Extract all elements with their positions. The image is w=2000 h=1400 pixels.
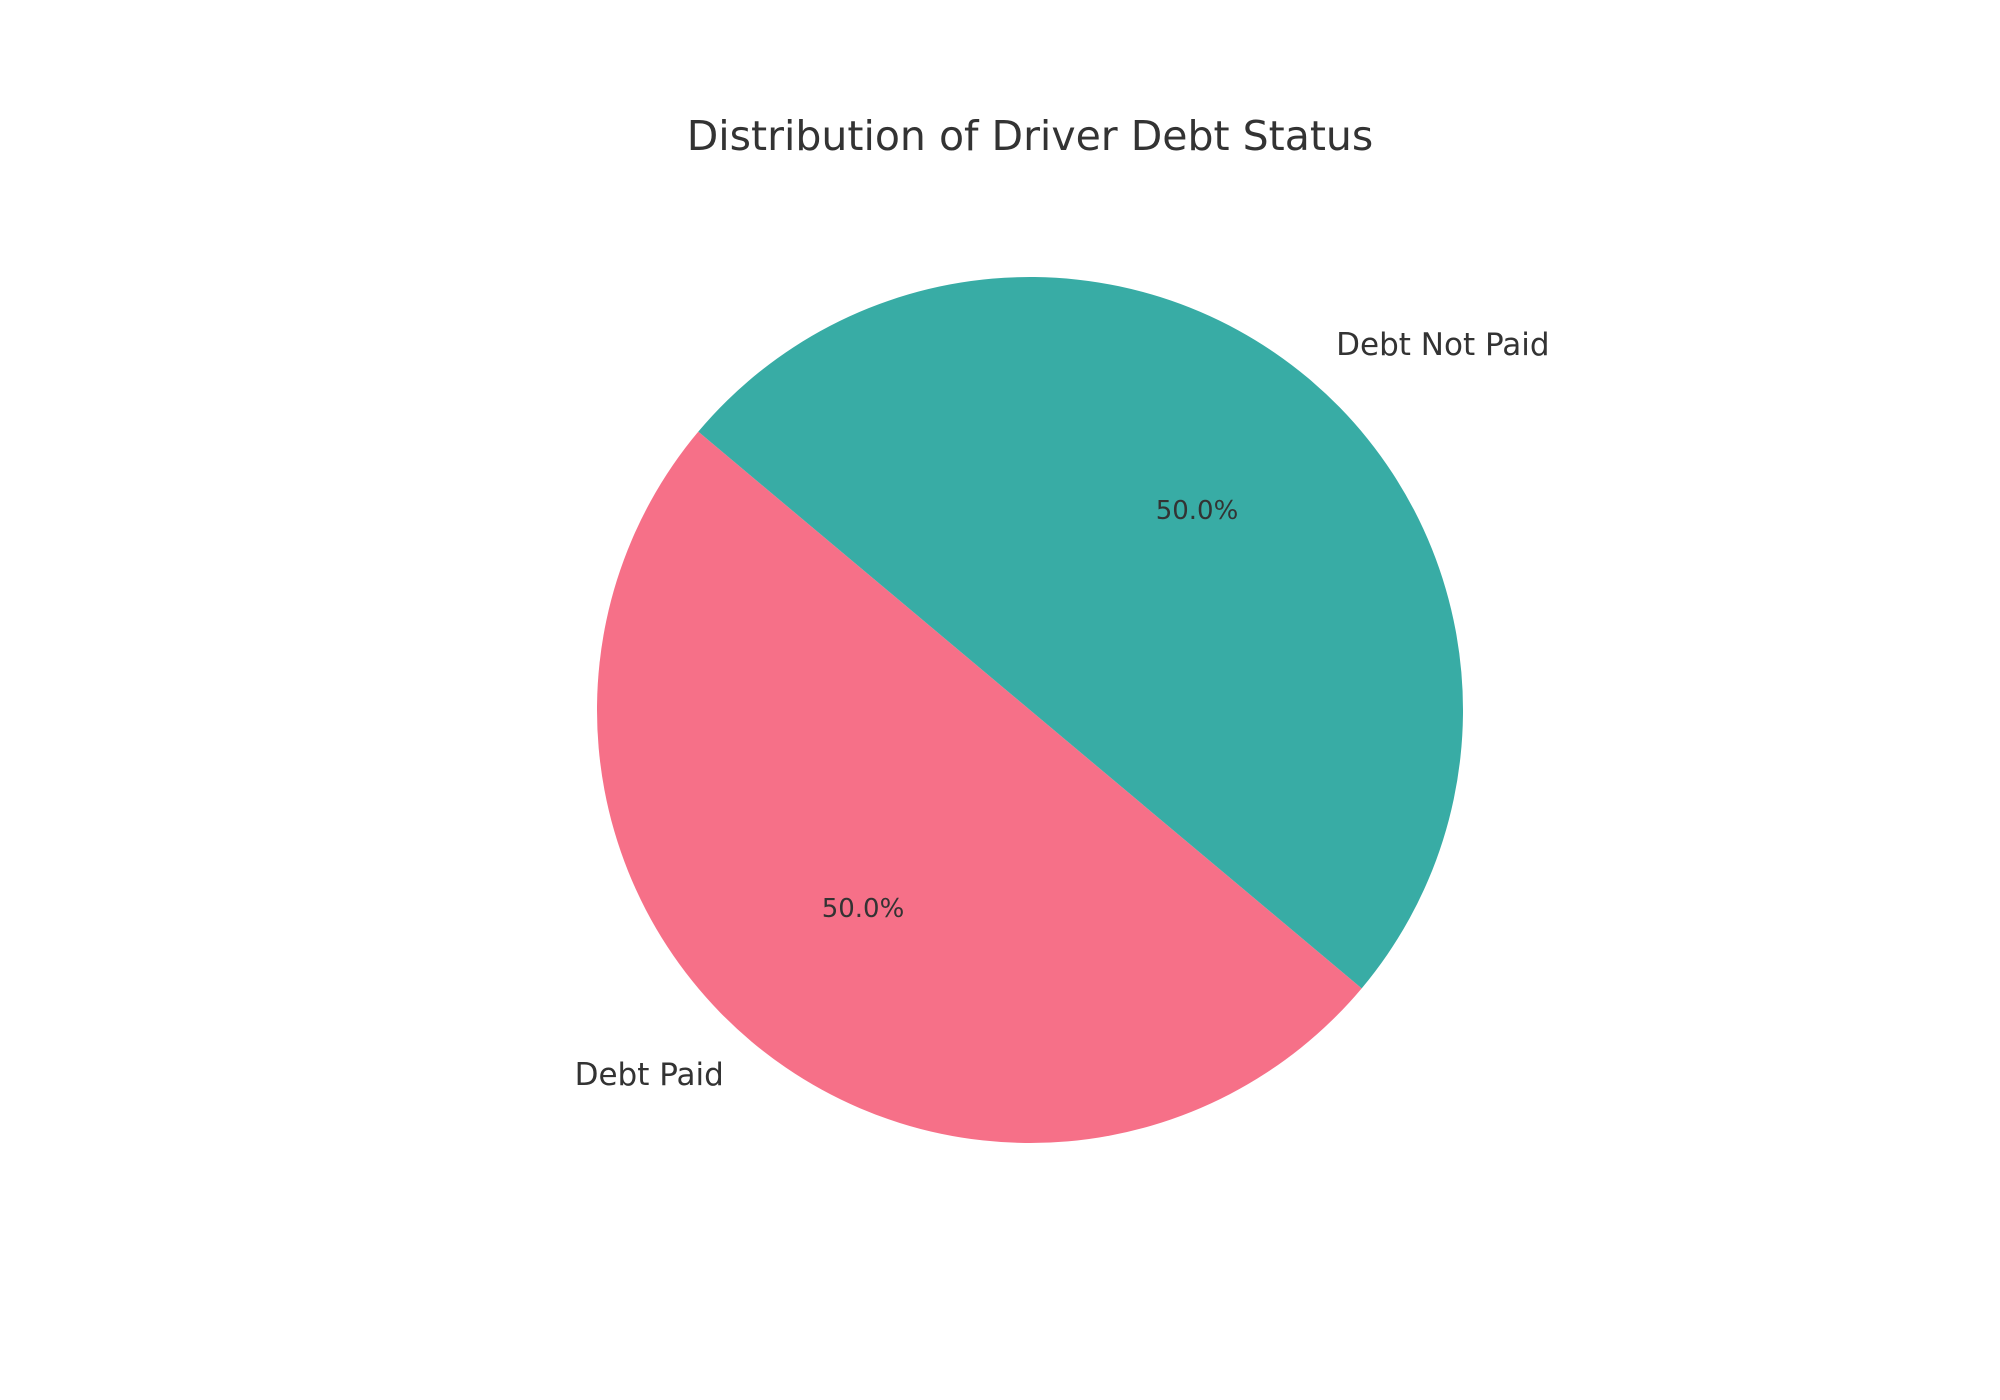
pct-label-debt-paid: 50.0% (822, 894, 905, 924)
labels-layer: 50.0% Debt Paid 50.0% Debt Not Paid (575, 327, 1550, 1093)
pct-label-debt-not-paid: 50.0% (1156, 496, 1239, 526)
pie-slice-debt-not-paid (698, 276, 1464, 989)
chart-title: Distribution of Driver Debt Status (687, 112, 1374, 160)
pie-slice-debt-paid (596, 431, 1362, 1144)
slice-label-debt-not-paid: Debt Not Paid (1336, 327, 1549, 363)
slices-layer (596, 276, 1464, 1144)
slice-label-debt-paid: Debt Paid (575, 1057, 724, 1093)
